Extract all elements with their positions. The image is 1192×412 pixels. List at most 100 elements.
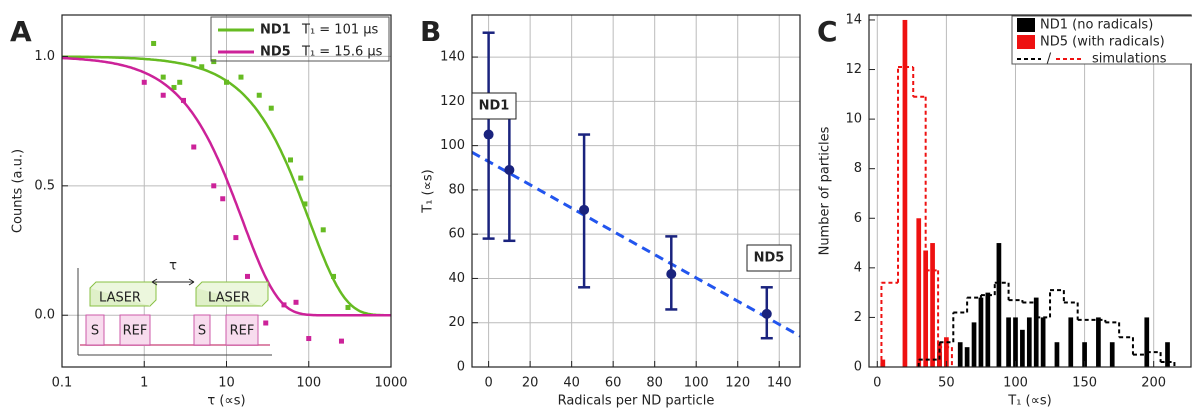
annotation: ND5 — [754, 251, 785, 266]
y-tick-label: 14 — [845, 12, 862, 27]
data-point — [244, 273, 250, 279]
data-point — [281, 302, 287, 308]
pulse-box — [193, 314, 211, 346]
bar — [923, 250, 929, 367]
data-point — [504, 164, 515, 175]
annotation-box — [746, 244, 792, 272]
bar — [1109, 342, 1115, 367]
x-tick-label: 80 — [646, 376, 663, 391]
data-point — [141, 79, 147, 85]
legend-swatch — [1017, 35, 1035, 49]
x-axis-title: τ (∝s) — [207, 394, 245, 409]
x-tick-label: 100 — [296, 376, 321, 391]
data-point — [293, 299, 299, 305]
x-axis-title: T₁ (∝s) — [1007, 394, 1052, 409]
bar — [964, 347, 970, 367]
bar — [996, 243, 1002, 367]
y-axis-title: T₁ (∝s) — [421, 169, 436, 214]
data-point — [288, 157, 294, 163]
fit-line — [472, 150, 800, 338]
data-point — [268, 105, 274, 111]
x-tick-label: 120 — [725, 376, 750, 391]
bar — [1020, 329, 1025, 367]
data-point — [298, 175, 304, 181]
bar — [1068, 317, 1074, 367]
inset-label: LASER — [99, 291, 141, 306]
y-tick-label: 140 — [440, 50, 465, 65]
plot-frame — [868, 14, 1192, 368]
bar — [1040, 317, 1046, 367]
y-axis-title: Counts (a.u.) — [11, 149, 26, 233]
plot — [876, 15, 1176, 367]
data-point — [199, 64, 205, 70]
inset-label: S — [198, 324, 206, 339]
pulse-box — [85, 314, 105, 346]
x-tick-label: 140 — [767, 376, 792, 391]
legend-label: ND1 (no radicals) — [1040, 18, 1153, 33]
y-tick-label: 40 — [448, 271, 465, 286]
data-point — [151, 40, 157, 46]
x-axis-title: Radicals per ND particle — [558, 394, 715, 409]
data-point — [180, 97, 186, 103]
legend-label: T₁ = 101 µs — [301, 23, 379, 38]
data-point — [220, 196, 226, 202]
plot-frame — [61, 14, 392, 368]
data-point — [345, 304, 351, 310]
y-tick-label: 0 — [457, 360, 465, 375]
data-point — [233, 235, 239, 241]
tau-arrow — [151, 278, 195, 286]
bar — [957, 342, 963, 367]
bar — [1006, 317, 1011, 367]
inset-label: REF — [123, 324, 148, 339]
data-point — [338, 338, 344, 344]
bar — [944, 337, 949, 367]
data-point — [177, 79, 183, 85]
x-tick-label: 10 — [218, 376, 235, 391]
bar — [985, 292, 991, 367]
legend-frame — [210, 16, 390, 62]
data-point — [761, 308, 772, 319]
x-tick-label: 0 — [484, 376, 492, 391]
data-point — [224, 79, 229, 85]
x-tick-label: 1000 — [374, 376, 407, 391]
inset-label: S — [91, 324, 99, 339]
annotation-box — [471, 92, 517, 120]
data-point — [211, 59, 217, 65]
inset-label: LASER — [208, 291, 250, 306]
bar — [1033, 297, 1039, 367]
y-tick-label: 10 — [845, 112, 862, 127]
y-tick-label: 100 — [440, 138, 465, 153]
y-tick-label: 0.0 — [34, 308, 55, 323]
plot-frame — [471, 14, 801, 368]
y-tick-label: 0.5 — [34, 178, 55, 193]
x-tick-label: 0.1 — [52, 376, 73, 391]
plot — [62, 15, 391, 367]
plot — [472, 15, 800, 367]
bar — [1144, 317, 1150, 367]
legend-frame — [1011, 15, 1192, 65]
bar — [930, 243, 935, 367]
x-tick-label: 50 — [938, 376, 955, 391]
y-tick-label: 80 — [448, 182, 465, 197]
y-tick-label: 0 — [854, 360, 862, 375]
data-point — [306, 336, 312, 342]
bar — [971, 322, 977, 367]
inset: LASER LASER S REF S REF τ — [77, 259, 272, 356]
legend-label: ND5 — [260, 45, 291, 60]
data-point — [320, 227, 326, 233]
data-point — [483, 129, 494, 140]
data-point — [160, 92, 166, 98]
fit-curve — [62, 56, 391, 317]
data-point — [171, 84, 177, 90]
bar — [916, 218, 922, 367]
x-tick-label: 1 — [140, 376, 148, 391]
y-tick-label: 120 — [440, 94, 465, 109]
bar — [902, 19, 908, 367]
bar — [1026, 317, 1032, 367]
data-point — [331, 273, 337, 279]
bar — [937, 342, 942, 367]
bar — [1054, 342, 1060, 367]
data-point — [263, 320, 269, 326]
data-point — [238, 74, 244, 80]
y-tick-label: 8 — [854, 161, 862, 176]
